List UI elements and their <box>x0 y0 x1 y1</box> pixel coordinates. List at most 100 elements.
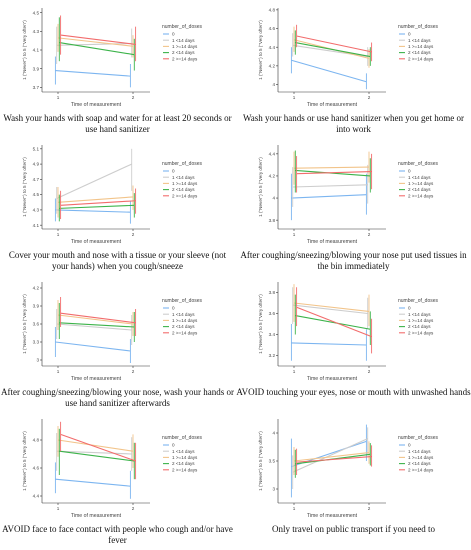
y-tick-label: 3.5 <box>269 459 276 464</box>
series-line <box>293 302 370 312</box>
legend-entry: 2 <14 days <box>172 461 195 466</box>
chart-svg: 3.7 3.9 4.1 4.3 4.5 1 2 Time of measurement 1 ("… <box>22 8 203 108</box>
series-line <box>56 163 132 199</box>
y-tick-label: 4 <box>272 431 275 436</box>
legend-entry: 0 <box>172 169 175 174</box>
x-tick-label: 1 <box>57 369 60 374</box>
y-tick-label: 4.3 <box>33 208 40 213</box>
series-line <box>295 315 371 330</box>
legend-entry: 1 >=14 days <box>172 318 198 323</box>
y-tick-label: 4.1 <box>33 48 40 53</box>
legend-entry: 1 >=14 days <box>408 181 434 186</box>
y-axis-label: 1 ("Never") to 5 ("Very often") <box>22 20 27 80</box>
legend-entry: 1 <14 days <box>172 175 195 180</box>
y-tick-label: 4.3 <box>33 29 40 34</box>
y-tick-label: 4.2 <box>269 63 276 68</box>
y-axis-label: 1 ("Never") to 5 ("Very often") <box>258 294 263 354</box>
x-axis-label: Time of measurement <box>71 376 122 382</box>
y-tick-label: 4.2 <box>33 286 40 291</box>
legend-entry: 2 >=14 days <box>408 56 434 61</box>
y-tick-label: 3.6 <box>269 311 276 316</box>
legend-entry: 2 >=14 days <box>172 330 198 335</box>
y-tick-label: 3.7 <box>33 85 40 90</box>
legend-entry: 2 >=14 days <box>408 330 434 335</box>
chart-caption: Only travel on public transport if you n… <box>272 524 435 534</box>
y-tick-label: 3.4 <box>269 332 276 337</box>
legend-entry: 1 <14 days <box>408 449 431 454</box>
series-line <box>57 314 134 325</box>
legend-entry: 1 >=14 days <box>172 181 198 186</box>
x-tick-label: 1 <box>57 506 60 511</box>
chart-caption: Wash your hands or use hand sanitizer wh… <box>243 113 464 134</box>
chart-caption: AVOID face to face contact with people w… <box>2 524 233 545</box>
series-line <box>296 455 372 463</box>
legend-entry: 1 >=14 days <box>408 455 434 460</box>
chart-svg: 3 3.5 4 1 2 Time of measurement 1 ("Never") to… <box>258 419 439 519</box>
legend-entry: 1 <14 days <box>408 175 431 180</box>
legend-entry: 2 >=14 days <box>172 467 198 472</box>
legend-entry: 1 <14 days <box>408 312 431 317</box>
series-line <box>59 204 135 209</box>
series-line <box>60 200 136 206</box>
legend-entry: 2 <14 days <box>408 324 431 329</box>
series-line <box>295 41 371 58</box>
chart-panel: 3.8 4 4.2 4.4 1 2 Time of measurement 1 ("Never… <box>236 137 471 274</box>
x-axis-label: Time of measurement <box>307 102 358 108</box>
x-axis-label: Time of measurement <box>71 102 122 108</box>
y-tick-label: 4.4 <box>269 45 276 50</box>
chart-caption: Cover your mouth and nose with a tissue … <box>8 250 227 271</box>
y-axis-label: 1 ("Never") to 5 ("Very often") <box>258 431 263 491</box>
series-line <box>296 170 372 175</box>
series-line <box>60 34 136 45</box>
series-line <box>55 209 131 213</box>
y-tick-label: 3.8 <box>269 290 276 295</box>
chart-svg: 3.8 4 4.2 4.4 1 2 Time of measurement 1 ("Never… <box>258 145 439 245</box>
series-line <box>296 35 372 53</box>
x-tick-label: 1 <box>293 369 296 374</box>
series-line <box>60 312 136 324</box>
x-axis-label: Time of measurement <box>71 513 122 519</box>
series-line <box>59 450 135 462</box>
series-line <box>59 41 135 56</box>
legend-entry: 1 >=14 days <box>408 44 434 49</box>
y-tick-label: 4.7 <box>33 177 40 182</box>
y-tick-label: 4 <box>272 196 275 201</box>
x-tick-label: 1 <box>293 95 296 100</box>
legend-title: number_of_doses <box>398 298 439 304</box>
legend-entry: 1 <14 days <box>172 449 195 454</box>
legend-entry: 0 <box>172 32 175 37</box>
y-axis-label: 1 ("Never") to 5 ("Very often") <box>22 157 27 217</box>
chart-panel: 3 3.5 4 1 2 Time of measurement 1 ("Never") to… <box>236 411 471 548</box>
legend-entry: 2 <14 days <box>172 324 195 329</box>
legend-entry: 1 <14 days <box>172 312 195 317</box>
legend-entry: 2 <14 days <box>408 461 431 466</box>
legend-title: number_of_doses <box>398 435 439 441</box>
y-tick-label: 3.3 <box>33 340 40 345</box>
legend-entry: 0 <box>408 169 411 174</box>
x-tick-label: 1 <box>293 506 296 511</box>
series-line <box>56 450 132 455</box>
series-line <box>57 196 134 203</box>
series-line <box>292 184 368 188</box>
x-tick-label: 2 <box>368 232 371 237</box>
y-tick-label: 4.8 <box>269 7 276 12</box>
chart-panel: 4.1 4.3 4.5 4.7 4.9 5.1 1 2 Time of measurement 1… <box>0 137 235 274</box>
chart-panel: 4 4.2 4.4 4.6 4.8 1 2 Time of measurement 1 ("Ne… <box>236 0 471 137</box>
legend-entry: 0 <box>408 443 411 448</box>
y-axis-label: 1 ("Never") to 5 ("Very often") <box>258 20 263 80</box>
y-tick-label: 3 <box>36 358 39 363</box>
x-tick-label: 2 <box>132 95 135 100</box>
series-line <box>55 478 131 487</box>
x-tick-label: 2 <box>132 369 135 374</box>
series-line <box>291 342 367 346</box>
series-line <box>292 438 368 473</box>
chart-svg: 4.1 4.3 4.5 4.7 4.9 5.1 1 2 Time of measurement 1… <box>22 145 203 245</box>
series-line <box>57 37 134 47</box>
legend-entry: 2 <14 days <box>408 187 431 192</box>
x-tick-label: 2 <box>368 506 371 511</box>
legend-title: number_of_doses <box>162 435 203 441</box>
chart-svg: 3.2 3.4 3.6 3.8 1 2 Time of measurement 1 ("Nev… <box>258 282 439 382</box>
chart-caption: After coughing/sneezing/blowing your nos… <box>1 387 234 408</box>
legend-entry: 2 <14 days <box>408 50 431 55</box>
